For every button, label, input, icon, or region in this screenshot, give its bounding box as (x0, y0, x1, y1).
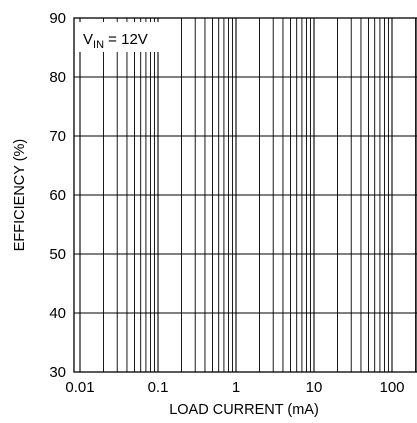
y-tick-label: 40 (49, 305, 66, 322)
vin-annotation-value: = 12V (104, 31, 148, 48)
y-tick-labels: 30 40 50 60 70 80 90 (49, 10, 66, 381)
y-tick-label: 90 (49, 10, 66, 27)
x-tick-label: 1 (232, 379, 240, 396)
vin-annotation-main: V (83, 31, 93, 48)
y-tick-label: 80 (49, 69, 66, 86)
vin-annotation: VIN = 12V (83, 31, 148, 51)
y-axis-title: EFFICIENCY (%) (12, 139, 28, 252)
x-tick-label: 0.01 (65, 379, 94, 396)
y-tick-label: 70 (49, 128, 66, 145)
y-tick-label: 60 (49, 187, 66, 204)
major-gridlines (74, 18, 417, 372)
x-tick-label: 100 (379, 379, 404, 396)
annotation-background (76, 22, 166, 52)
x-axis-title: LOAD CURRENT (mA) (169, 402, 319, 418)
y-tick-label: 50 (49, 246, 66, 263)
y-tick-label: 30 (49, 364, 66, 381)
plot-frame (73, 17, 417, 373)
x-tick-label: 0.1 (148, 379, 169, 396)
x-tick-labels: 0.01 0.1 1 10 100 (65, 379, 404, 396)
vin-annotation-subscript: IN (93, 39, 104, 51)
x-tick-label: 10 (306, 379, 323, 396)
